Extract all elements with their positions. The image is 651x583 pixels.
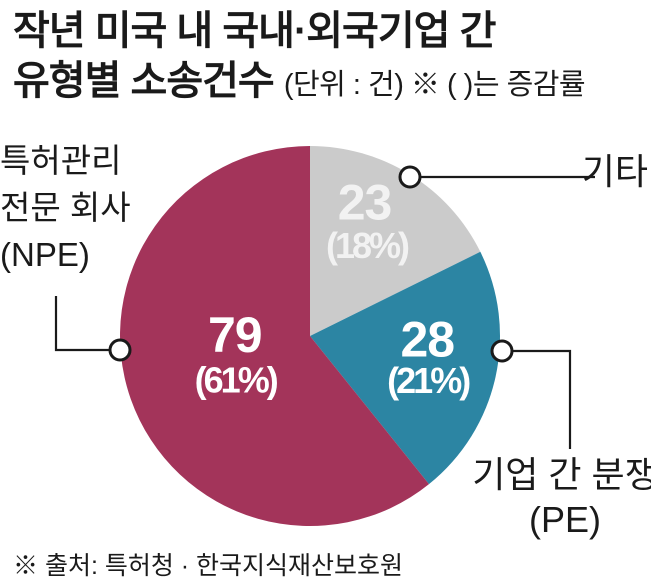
- svg-text:(61%): (61%): [195, 360, 278, 401]
- svg-text:기타: 기타: [582, 151, 648, 192]
- svg-text:(18%): (18%): [326, 225, 409, 266]
- svg-text:23: 23: [338, 174, 392, 230]
- svg-text:(21%): (21%): [387, 360, 470, 401]
- svg-text:79: 79: [208, 307, 262, 363]
